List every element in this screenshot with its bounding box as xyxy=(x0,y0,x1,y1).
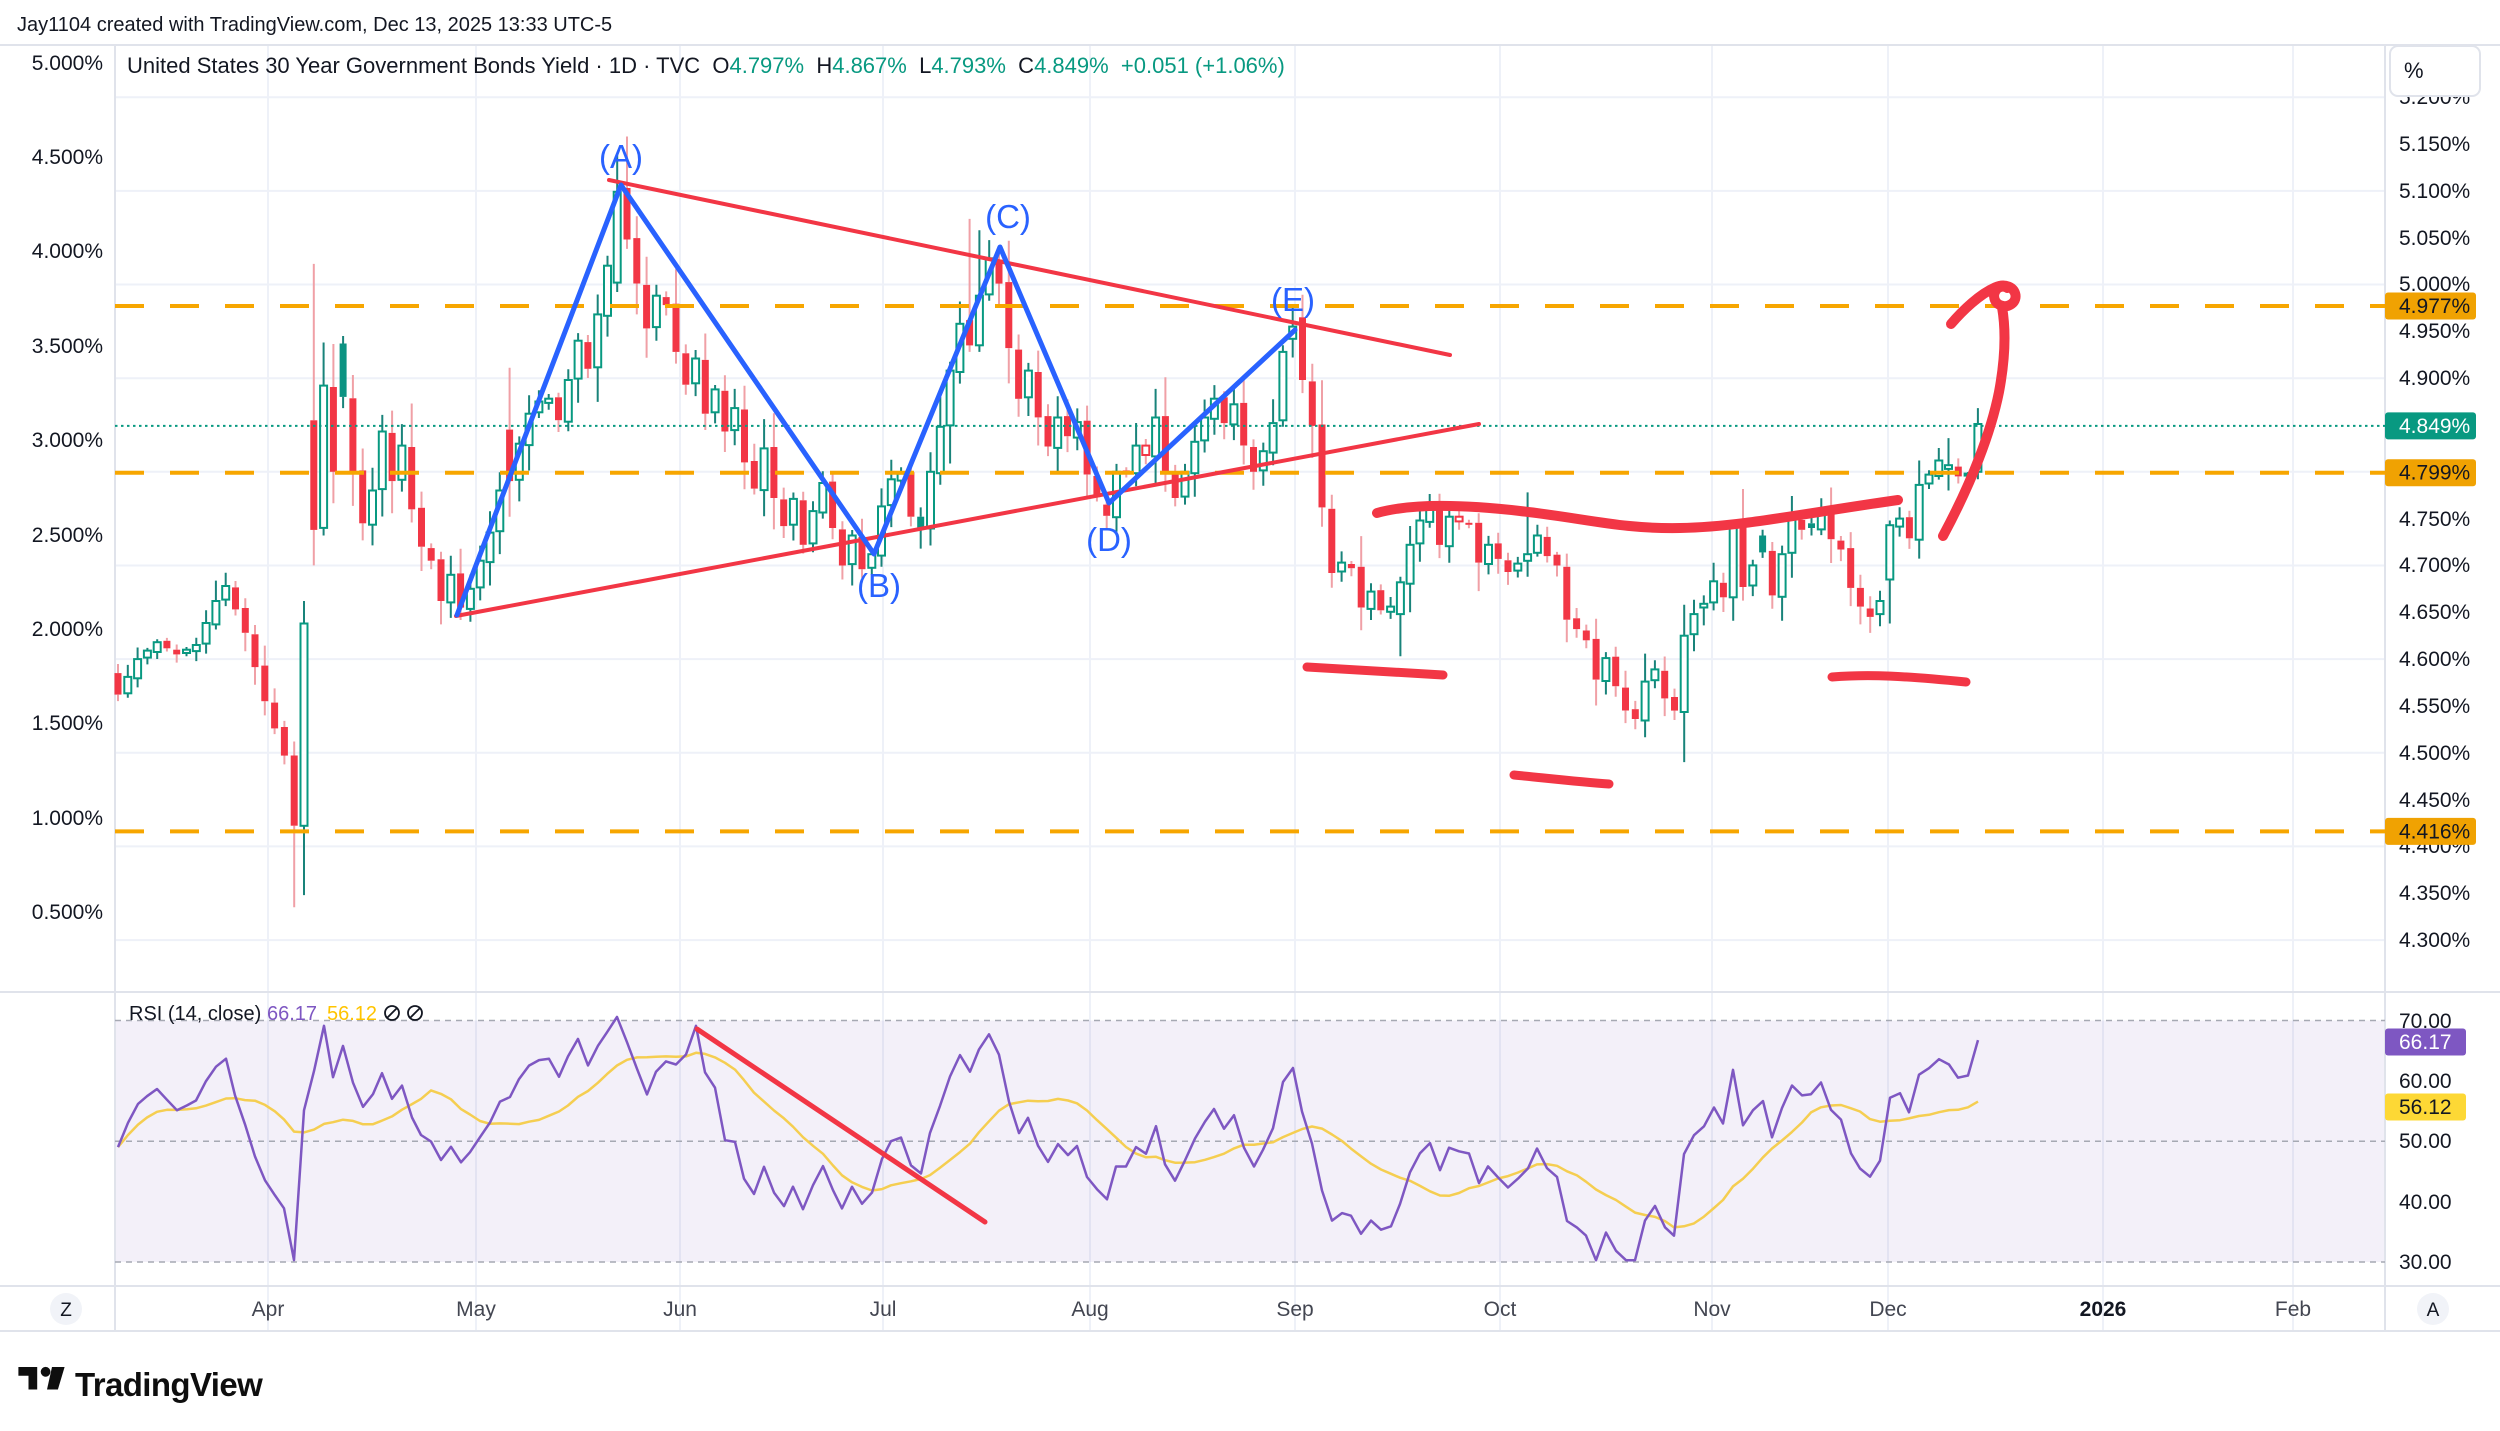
svg-text:4.750%: 4.750% xyxy=(2399,508,2470,531)
svg-text:Aug: Aug xyxy=(1071,1298,1108,1321)
svg-text:Nov: Nov xyxy=(1693,1298,1731,1321)
svg-text:4.600%: 4.600% xyxy=(2399,648,2470,671)
svg-text:4.900%: 4.900% xyxy=(2399,367,2470,390)
svg-text:4.799%: 4.799% xyxy=(2399,462,2470,485)
svg-text:Jay1104 created with TradingVi: Jay1104 created with TradingView.com, De… xyxy=(17,14,612,36)
svg-text:4.550%: 4.550% xyxy=(2399,695,2470,718)
svg-text:60.00: 60.00 xyxy=(2399,1070,2452,1093)
svg-text:4.450%: 4.450% xyxy=(2399,789,2470,812)
svg-text:5.050%: 5.050% xyxy=(2399,227,2470,250)
svg-text:40.00: 40.00 xyxy=(2399,1191,2452,1214)
svg-text:4.300%: 4.300% xyxy=(2399,929,2470,952)
svg-text:Z: Z xyxy=(60,1300,72,1321)
svg-text:United States 30 Year Governme: United States 30 Year Government Bonds Y… xyxy=(127,53,1285,78)
svg-text:3.500%: 3.500% xyxy=(32,335,103,358)
svg-text:4.000%: 4.000% xyxy=(32,240,103,263)
svg-text:1.000%: 1.000% xyxy=(32,807,103,830)
svg-text:4.500%: 4.500% xyxy=(32,146,103,169)
svg-text:(B): (B) xyxy=(857,567,901,604)
svg-text:30.00: 30.00 xyxy=(2399,1251,2452,1274)
svg-text:RSI (14, close): RSI (14, close) xyxy=(129,1003,261,1025)
svg-text:56.12: 56.12 xyxy=(327,1003,377,1025)
svg-text:Jun: Jun xyxy=(663,1298,697,1321)
svg-text:A: A xyxy=(2427,1300,2440,1321)
svg-text:Jul: Jul xyxy=(870,1298,897,1321)
svg-text:4.849%: 4.849% xyxy=(2399,415,2470,438)
svg-text:Sep: Sep xyxy=(1276,1298,1313,1321)
svg-text:(A): (A) xyxy=(599,138,643,175)
svg-text:(D): (D) xyxy=(1086,521,1132,558)
svg-text:2.000%: 2.000% xyxy=(32,618,103,641)
svg-text:4.700%: 4.700% xyxy=(2399,554,2470,577)
svg-text:1.500%: 1.500% xyxy=(32,712,103,735)
svg-text:2.500%: 2.500% xyxy=(32,524,103,547)
svg-text:66.17: 66.17 xyxy=(2399,1031,2452,1054)
svg-text:May: May xyxy=(456,1298,496,1321)
svg-text:4.950%: 4.950% xyxy=(2399,320,2470,343)
svg-text:2026: 2026 xyxy=(2080,1298,2127,1321)
svg-text:Dec: Dec xyxy=(1869,1298,1906,1321)
svg-text:%: % xyxy=(2404,58,2424,83)
svg-text:66.17: 66.17 xyxy=(267,1003,317,1025)
svg-text:TradingView: TradingView xyxy=(75,1366,263,1403)
svg-text:0.500%: 0.500% xyxy=(32,901,103,924)
svg-text:4.500%: 4.500% xyxy=(2399,742,2470,765)
svg-text:56.12: 56.12 xyxy=(2399,1096,2452,1119)
svg-text:(E): (E) xyxy=(1271,281,1315,318)
svg-text:5.100%: 5.100% xyxy=(2399,180,2470,203)
svg-text:4.416%: 4.416% xyxy=(2399,820,2470,843)
svg-text:5.000%: 5.000% xyxy=(2399,273,2470,296)
svg-text:Apr: Apr xyxy=(252,1298,285,1321)
svg-text:4.350%: 4.350% xyxy=(2399,882,2470,905)
svg-text:4.650%: 4.650% xyxy=(2399,601,2470,624)
svg-text:3.000%: 3.000% xyxy=(32,429,103,452)
svg-text:5.150%: 5.150% xyxy=(2399,133,2470,156)
svg-text:50.00: 50.00 xyxy=(2399,1130,2452,1153)
svg-text:Oct: Oct xyxy=(1484,1298,1517,1321)
svg-text:70.00: 70.00 xyxy=(2399,1010,2452,1033)
svg-text:(C): (C) xyxy=(985,198,1031,235)
svg-text:5.000%: 5.000% xyxy=(32,52,103,75)
svg-text:Feb: Feb xyxy=(2275,1298,2311,1321)
svg-text:4.977%: 4.977% xyxy=(2399,295,2470,318)
